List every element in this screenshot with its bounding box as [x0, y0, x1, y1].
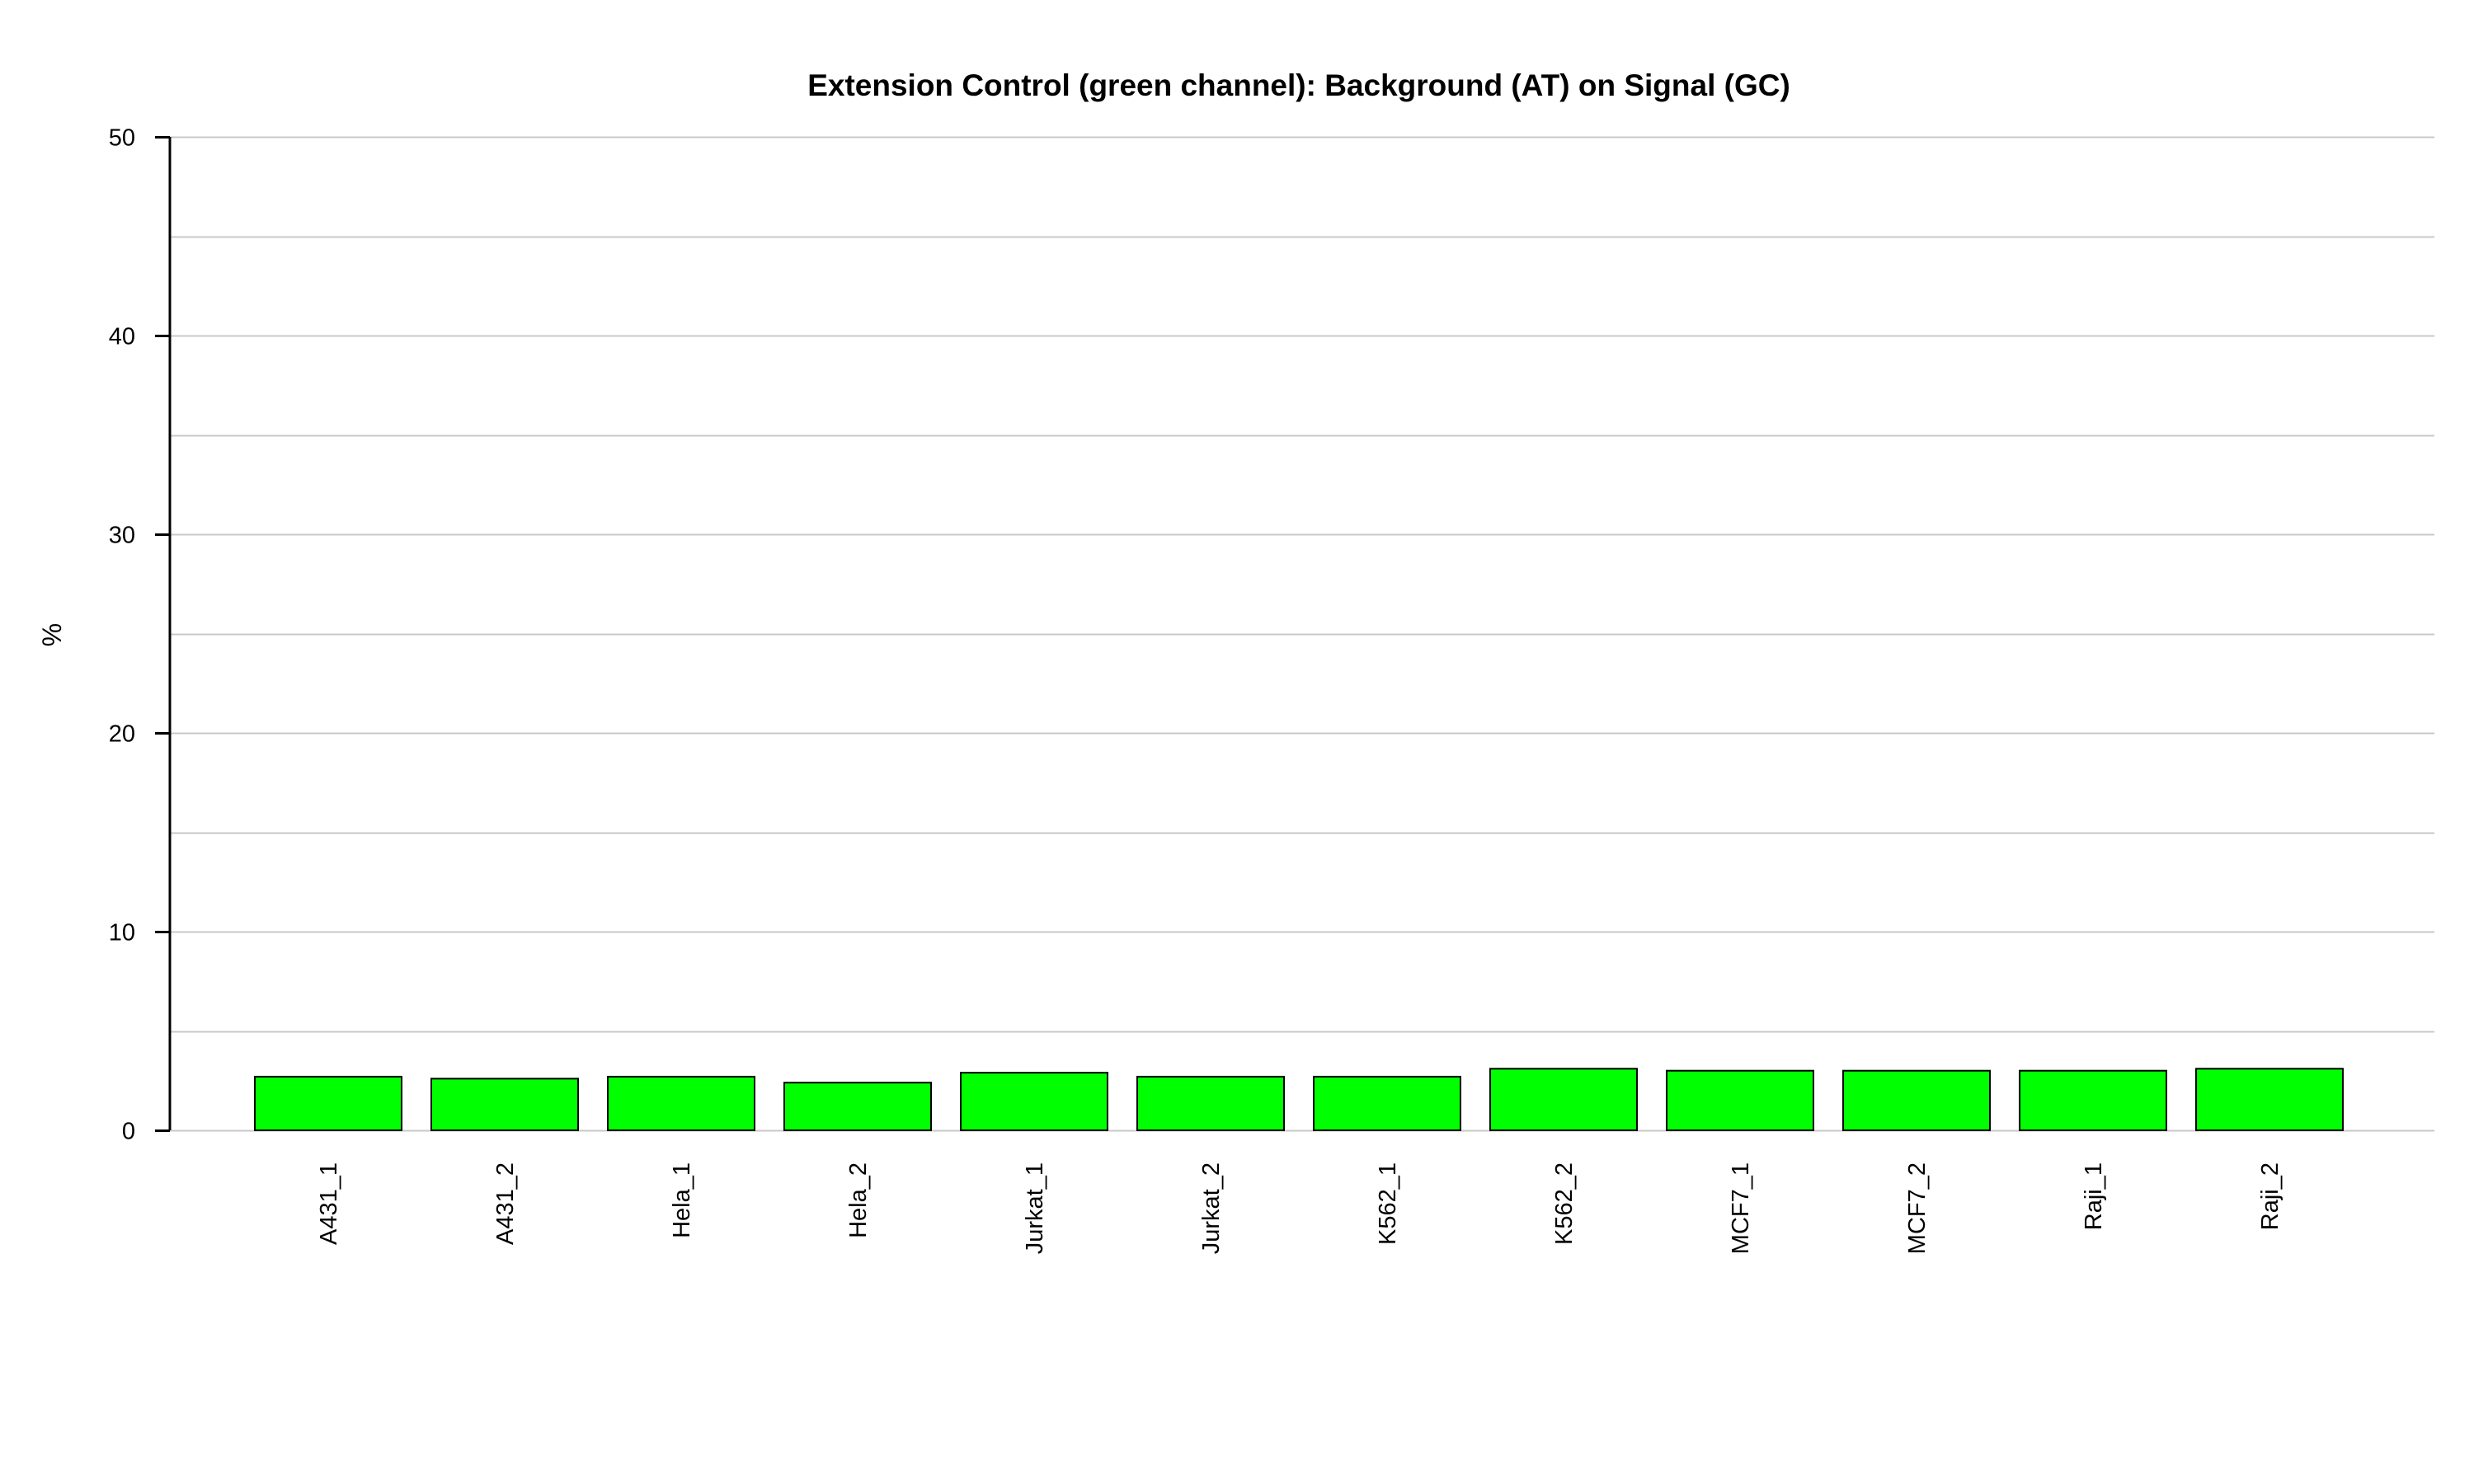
- bar: [2195, 1068, 2344, 1132]
- bar: [430, 1078, 579, 1131]
- y-tick-label: 0: [122, 1119, 135, 1145]
- x-tick-label: Hela_1: [669, 1162, 695, 1238]
- bar: [1489, 1068, 1638, 1132]
- y-tick-label: 40: [109, 324, 135, 350]
- y-tick-label: 20: [109, 721, 135, 748]
- bar: [783, 1082, 932, 1132]
- x-tick-label: Raji_2: [2257, 1162, 2284, 1230]
- bar: [607, 1075, 755, 1132]
- x-tick-label: K562_2: [1551, 1162, 1578, 1245]
- x-tick-label: Jurkat_1: [1022, 1162, 1048, 1254]
- bar: [1313, 1075, 1461, 1132]
- y-tick-label: 10: [109, 920, 135, 946]
- bar: [2019, 1069, 2167, 1131]
- bar: [1666, 1069, 1814, 1131]
- x-tick-label: MCF7_1: [1728, 1162, 1754, 1254]
- grid-lines: [170, 136, 2434, 1132]
- y-axis-label: %: [37, 623, 67, 646]
- y-axis: [155, 136, 172, 1132]
- x-tick-label: Raji_1: [2081, 1162, 2107, 1230]
- x-tick-label: A431_2: [492, 1162, 519, 1245]
- x-tick-label: Jurkat_2: [1198, 1162, 1225, 1254]
- x-tick-label: A431_1: [316, 1162, 342, 1245]
- x-tick-label: Hela_2: [845, 1162, 872, 1238]
- bars: [254, 1068, 2344, 1132]
- bar: [960, 1072, 1108, 1131]
- y-tick-label: 50: [109, 125, 135, 152]
- y-tick-label: 30: [109, 523, 135, 549]
- y-tick-labels: 0 10 20 30 40 50: [109, 125, 135, 1145]
- bar: [1842, 1069, 1991, 1131]
- bar: [1136, 1075, 1285, 1132]
- bar: [254, 1075, 402, 1132]
- chart-title: Extension Control (green channel): Backg…: [807, 68, 1790, 102]
- x-tick-label: K562_1: [1375, 1162, 1401, 1245]
- x-tick-label: MCF7_2: [1904, 1162, 1931, 1254]
- x-category-labels: A431_1 A431_2 Hela_1 Hela_2 Jurkat_1 Jurkat_2…: [316, 1162, 2284, 1254]
